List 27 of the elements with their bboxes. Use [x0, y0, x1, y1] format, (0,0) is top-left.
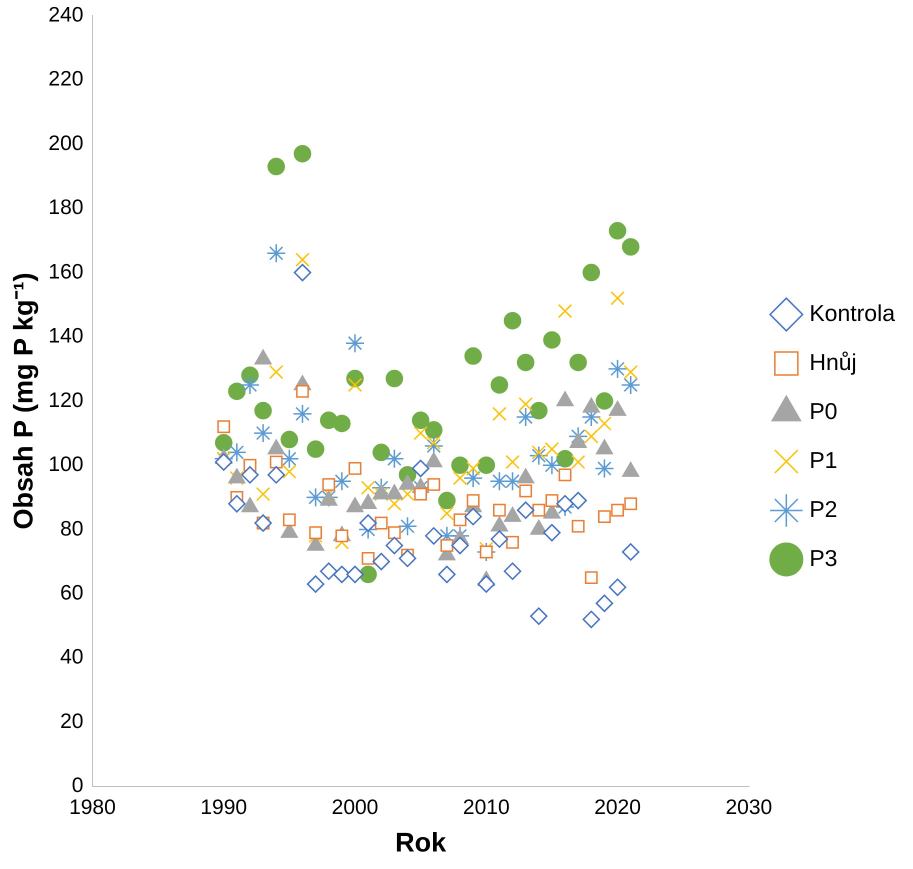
y-tick-label: 120 — [48, 388, 84, 412]
y-tick-label: 180 — [48, 196, 84, 220]
x-tick-label: 1980 — [69, 796, 116, 819]
legend-label: Kontrola — [809, 300, 896, 326]
y-tick-label: 20 — [60, 710, 84, 733]
y-tick-label: 80 — [60, 517, 84, 540]
legend-label: P2 — [809, 496, 838, 522]
y-tick-label: 40 — [60, 646, 84, 669]
x-axis-title: Rok — [395, 827, 448, 858]
y-tick-label: 220 — [48, 68, 84, 91]
y-tick-label: 240 — [48, 3, 84, 26]
legend-label: P1 — [809, 446, 838, 473]
x-tick-label: 2010 — [462, 796, 510, 819]
y-tick-label: 100 — [48, 453, 84, 476]
y-tick-label: 160 — [48, 260, 84, 284]
x-tick-label: 2000 — [332, 796, 378, 819]
y-tick-label: 200 — [48, 132, 84, 155]
y-tick-label: 0 — [72, 774, 84, 798]
x-tick-label: 2020 — [594, 796, 641, 819]
legend-label: P0 — [809, 398, 838, 424]
x-tick-label: 1990 — [200, 796, 248, 819]
y-tick-label: 140 — [48, 324, 84, 348]
legend-label: Hnůj — [809, 348, 857, 375]
legend-label: P3 — [809, 544, 838, 571]
y-axis-title: Obsah P (mg P kg⁻¹) — [8, 272, 39, 530]
x-tick-label: 2030 — [725, 796, 772, 819]
y-tick-label: 60 — [60, 581, 84, 604]
